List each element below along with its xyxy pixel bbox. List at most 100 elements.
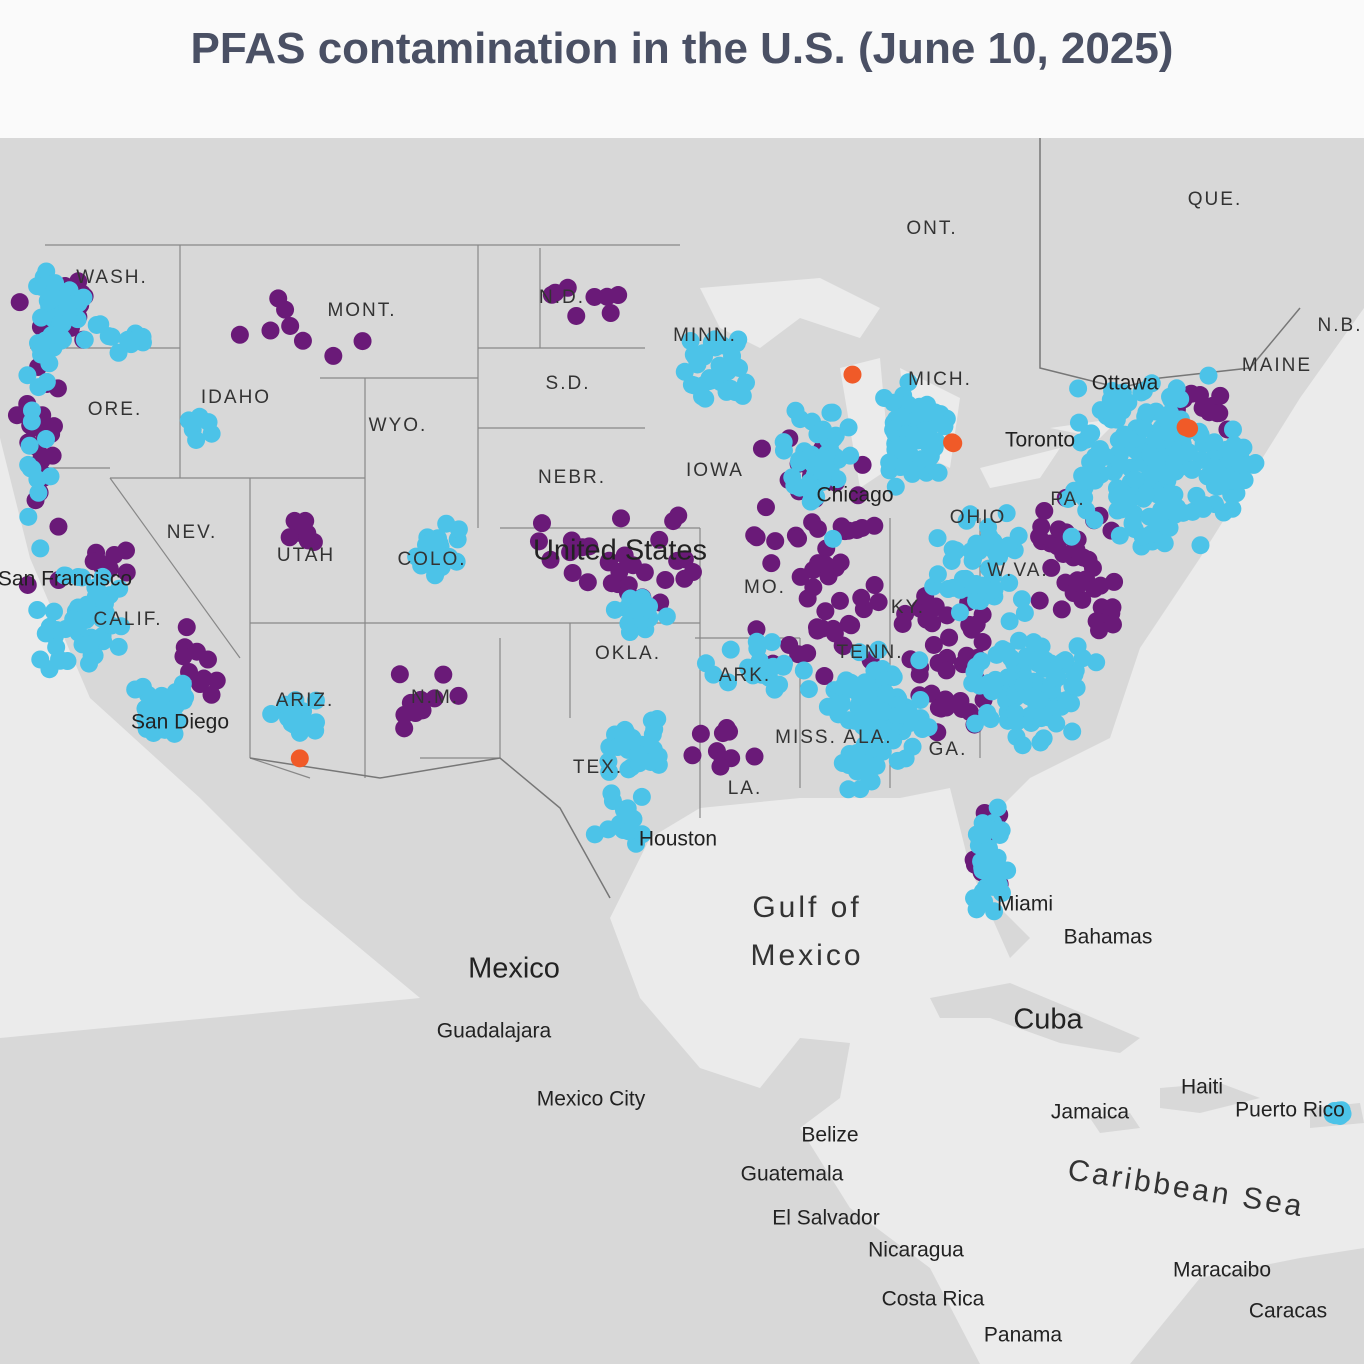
site-marker[interactable] [91, 315, 110, 334]
site-marker[interactable] [42, 326, 61, 345]
site-marker[interactable] [794, 661, 813, 680]
site-marker[interactable] [102, 327, 121, 346]
site-marker[interactable] [832, 517, 851, 536]
site-marker[interactable] [280, 528, 299, 547]
site-marker[interactable] [198, 650, 217, 669]
site-marker[interactable] [893, 436, 912, 455]
site-marker[interactable] [723, 347, 742, 366]
site-marker[interactable] [78, 635, 97, 654]
site-marker[interactable] [609, 286, 628, 305]
site-marker[interactable] [633, 825, 652, 844]
site-marker[interactable] [1103, 381, 1122, 400]
site-marker[interactable] [911, 690, 930, 709]
site-marker[interactable] [353, 332, 372, 351]
site-marker[interactable] [532, 514, 551, 533]
site-marker[interactable] [1073, 649, 1092, 668]
site-marker[interactable] [1174, 503, 1193, 522]
site-marker[interactable] [1065, 665, 1084, 684]
site-marker[interactable] [952, 699, 971, 718]
site-marker[interactable] [649, 747, 668, 766]
site-marker[interactable] [602, 784, 621, 803]
site-marker[interactable] [903, 464, 922, 483]
site-marker[interactable] [632, 787, 651, 806]
site-marker[interactable] [798, 644, 817, 663]
site-marker[interactable] [429, 529, 448, 548]
site-marker[interactable] [1069, 379, 1088, 398]
site-marker[interactable] [1210, 404, 1229, 423]
site-marker[interactable] [177, 618, 196, 637]
site-marker[interactable] [1222, 471, 1241, 490]
site-marker[interactable] [1030, 591, 1049, 610]
site-marker[interactable] [425, 689, 444, 708]
site-marker[interactable] [834, 637, 853, 656]
site-marker[interactable] [852, 588, 871, 607]
site-marker[interactable] [1056, 651, 1075, 670]
site-marker[interactable] [803, 513, 822, 532]
site-marker[interactable] [1191, 536, 1210, 555]
site-marker[interactable] [1009, 631, 1028, 650]
site-marker[interactable] [1159, 423, 1178, 442]
site-marker[interactable] [395, 719, 414, 738]
site-marker[interactable] [1054, 544, 1073, 563]
site-marker[interactable] [109, 343, 128, 362]
site-marker[interactable] [823, 403, 842, 422]
site-marker[interactable] [886, 477, 905, 496]
site-marker[interactable] [110, 579, 129, 598]
site-marker[interactable] [920, 449, 939, 468]
site-marker[interactable] [18, 575, 37, 594]
site-marker[interactable] [972, 652, 991, 671]
site-marker[interactable] [447, 552, 466, 571]
site-marker[interactable] [990, 547, 1009, 566]
site-marker[interactable] [1048, 668, 1067, 687]
site-marker[interactable] [1217, 440, 1236, 459]
site-marker[interactable] [56, 566, 75, 585]
site-marker[interactable] [985, 864, 1004, 883]
site-marker[interactable] [68, 617, 87, 636]
site-marker[interactable] [917, 396, 936, 415]
site-marker[interactable] [944, 578, 963, 597]
site-marker[interactable] [47, 638, 66, 657]
site-marker[interactable] [1086, 447, 1105, 466]
site-marker[interactable] [691, 724, 710, 743]
site-marker[interactable] [1031, 733, 1050, 752]
site-marker[interactable] [1160, 485, 1179, 504]
site-marker[interactable] [745, 747, 764, 766]
site-marker[interactable] [791, 567, 810, 586]
site-marker[interactable] [449, 686, 468, 705]
site-marker[interactable] [789, 529, 808, 548]
site-marker[interactable] [1190, 386, 1209, 405]
site-marker[interactable] [1069, 413, 1088, 432]
site-marker[interactable] [190, 407, 209, 426]
site-marker[interactable] [711, 757, 730, 776]
site-marker[interactable] [117, 563, 136, 582]
site-marker[interactable] [202, 685, 221, 704]
site-marker[interactable] [964, 575, 983, 594]
site-marker[interactable] [992, 883, 1011, 902]
site-marker[interactable] [81, 605, 100, 624]
site-marker[interactable] [780, 635, 799, 654]
site-marker[interactable] [1231, 455, 1250, 474]
site-marker[interactable] [940, 628, 959, 647]
site-marker[interactable] [1035, 501, 1054, 520]
site-marker[interactable] [608, 738, 627, 757]
site-marker[interactable] [558, 278, 577, 297]
site-marker[interactable] [812, 462, 831, 481]
site-marker[interactable] [1333, 1104, 1352, 1123]
site-marker[interactable] [230, 325, 249, 344]
site-marker[interactable] [1123, 513, 1142, 532]
site-marker[interactable] [856, 673, 875, 692]
site-marker[interactable] [615, 546, 634, 565]
site-marker[interactable] [1047, 714, 1066, 733]
site-marker[interactable] [1134, 489, 1153, 508]
site-marker[interactable] [851, 780, 870, 799]
site-marker[interactable] [1155, 534, 1174, 553]
site-marker[interactable] [601, 304, 620, 323]
site-marker[interactable] [276, 695, 295, 714]
site-marker[interactable] [950, 603, 969, 622]
site-marker[interactable] [126, 680, 145, 699]
site-marker[interactable] [650, 530, 669, 549]
site-marker[interactable] [612, 509, 631, 528]
site-marker[interactable] [306, 691, 325, 710]
site-marker[interactable] [721, 379, 740, 398]
site-marker[interactable] [1161, 387, 1180, 406]
